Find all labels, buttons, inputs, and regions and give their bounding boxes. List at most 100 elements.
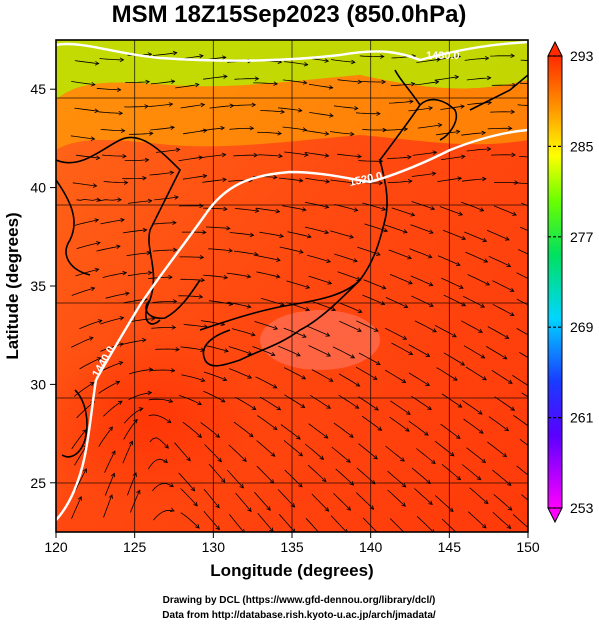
streamline (208, 300, 233, 305)
streamline (439, 206, 463, 216)
streamline (493, 494, 513, 511)
streamline-arrowhead (94, 218, 100, 223)
streamline (487, 441, 507, 457)
streamline (521, 392, 528, 398)
streamline-arrowhead (512, 211, 517, 216)
streamline-arrowhead (226, 225, 231, 231)
streamline-arrowhead (301, 375, 307, 380)
x-tick-label: 135 (280, 539, 304, 555)
streamline-arrowhead (200, 377, 206, 382)
streamline-arrowhead (215, 525, 220, 531)
streamline (180, 512, 200, 529)
streamline-arrowhead (324, 204, 330, 209)
streamline (355, 366, 378, 380)
colorbar-tick-label: 269 (570, 319, 594, 335)
streamline (208, 463, 226, 483)
streamline (202, 179, 227, 183)
streamline (259, 231, 284, 237)
streamline (258, 154, 283, 157)
streamline (96, 245, 121, 252)
streamline-arrowhead (128, 440, 133, 446)
streamline (305, 518, 319, 532)
streamline (122, 339, 146, 345)
streamline (231, 104, 256, 107)
streamline-arrowhead (486, 75, 492, 81)
streamline (330, 179, 355, 184)
streamline (416, 448, 436, 464)
streamline-arrowhead (298, 178, 304, 183)
x-tick-label: 150 (516, 539, 540, 555)
streamline-arrowhead (302, 127, 308, 132)
streamline (356, 467, 376, 485)
streamline-arrowhead (253, 251, 259, 257)
streamline-arrowhead (381, 79, 387, 85)
streamline (443, 352, 465, 366)
streamline (152, 249, 177, 252)
streamline-arrowhead (147, 390, 153, 396)
streamline-arrowhead (202, 173, 208, 179)
streamline-arrowhead (533, 182, 537, 186)
streamline (364, 223, 388, 232)
streamline-arrowhead (326, 352, 332, 357)
streamline-arrowhead (324, 58, 330, 63)
streamline (389, 416, 410, 432)
streamline-arrowhead (539, 209, 543, 213)
streamline-arrowhead (528, 385, 532, 389)
streamline (256, 271, 280, 278)
streamline (283, 61, 308, 66)
streamline (493, 205, 517, 216)
x-tick-label: 145 (438, 539, 462, 555)
streamline (228, 444, 247, 462)
streamline-arrowhead (504, 236, 510, 241)
streamline-arrowhead (326, 258, 332, 263)
streamline-arrowhead (507, 379, 513, 384)
streamline (408, 107, 433, 112)
warm-core-south (56, 330, 260, 510)
streamline (203, 371, 227, 381)
streamline-arrowhead (169, 507, 175, 512)
streamline (409, 248, 432, 258)
streamline (329, 131, 354, 135)
streamline (486, 229, 510, 241)
streamline (234, 78, 259, 80)
streamline-arrowhead (507, 126, 513, 131)
streamline-arrowhead (406, 410, 411, 415)
streamline-arrowhead (172, 220, 177, 226)
streamline (304, 130, 329, 135)
streamline-arrowhead (247, 374, 253, 379)
streamline-arrowhead (354, 404, 360, 409)
streamline (414, 320, 437, 333)
streamline-arrowhead (170, 79, 176, 84)
streamline (152, 483, 174, 492)
streamline-arrowhead (272, 384, 278, 389)
streamline-arrowhead (95, 241, 101, 246)
streamline (127, 272, 152, 277)
streamline (125, 81, 150, 83)
streamline-arrowhead (307, 234, 312, 239)
streamline (331, 446, 351, 463)
streamline (384, 369, 406, 383)
streamline-arrowhead (381, 285, 387, 290)
streamline-arrowhead (215, 503, 220, 509)
streamline (308, 275, 332, 284)
streamline-arrowhead (270, 351, 276, 357)
streamline (252, 346, 275, 356)
streamline (174, 442, 191, 462)
streamline (282, 79, 307, 84)
streamline (308, 345, 331, 357)
streamline-arrowhead (171, 325, 177, 330)
streamline-arrowhead (148, 367, 154, 372)
streamline (463, 418, 484, 434)
streamline-arrowhead (82, 468, 87, 473)
streamline-arrowhead (430, 205, 436, 211)
streamline (468, 511, 487, 529)
streamline (100, 219, 125, 225)
streamline-arrowhead (94, 61, 100, 66)
streamline-arrowhead (424, 431, 429, 436)
streamline-arrowhead (372, 375, 378, 380)
streamline-arrowhead (427, 405, 432, 410)
x-tick-label: 140 (359, 539, 383, 555)
streamline (200, 127, 225, 132)
streamline (284, 469, 303, 488)
